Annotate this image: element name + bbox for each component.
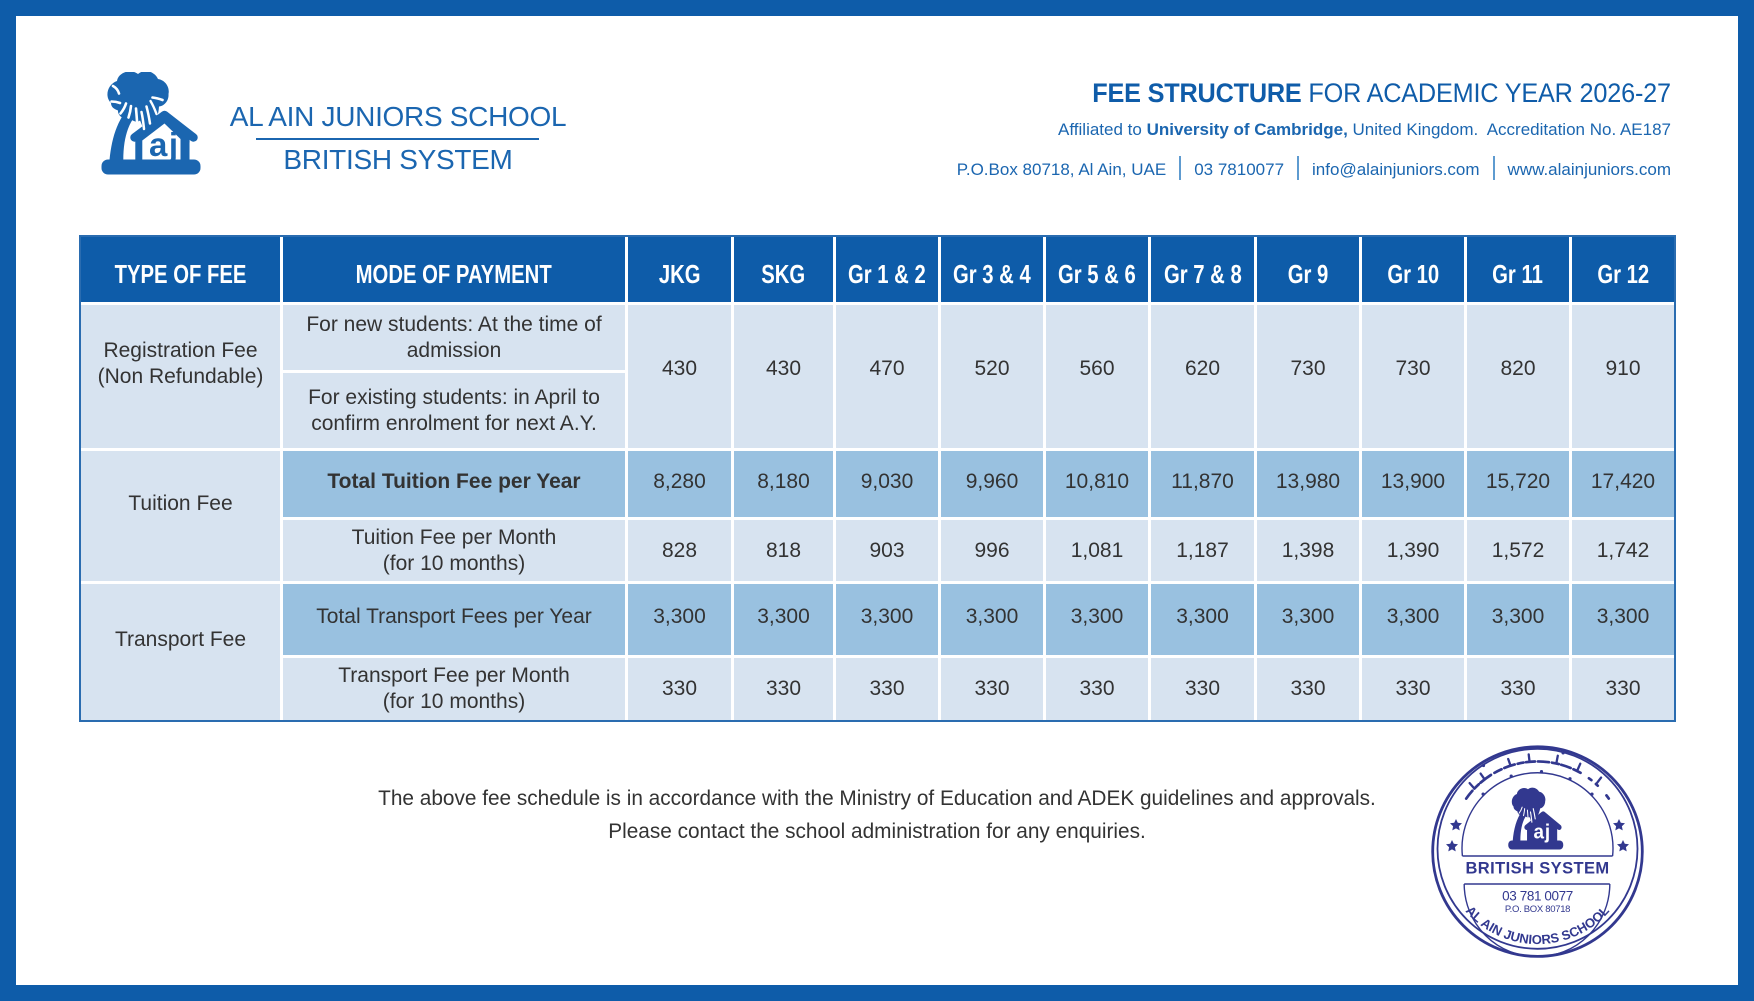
svg-text:P.O. BOX 80718: P.O. BOX 80718	[1505, 904, 1570, 915]
svg-text:BRITISH SYSTEM: BRITISH SYSTEM	[1465, 860, 1609, 878]
svg-text:aj: aj	[149, 126, 180, 163]
svg-text:aj: aj	[1534, 821, 1551, 844]
svg-text:03 781 0077: 03 781 0077	[1502, 889, 1573, 904]
